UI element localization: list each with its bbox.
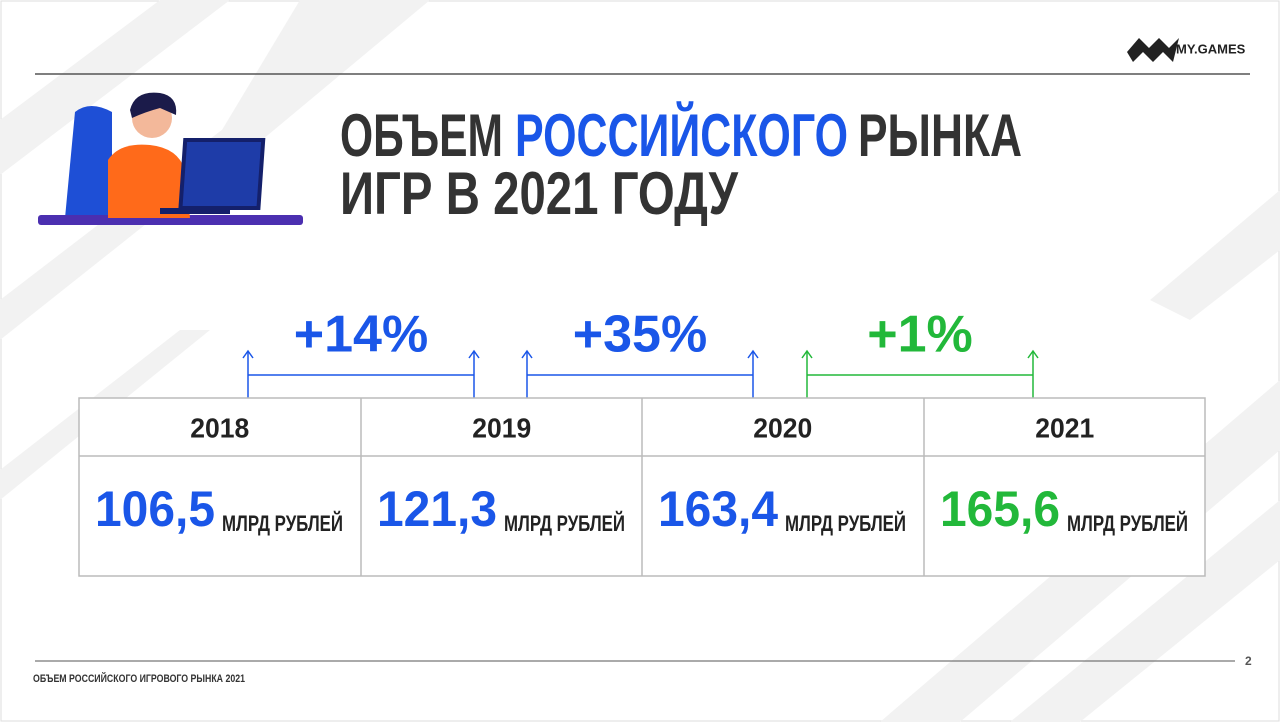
unit: МЛРД РУБЛЕЙ [504, 511, 625, 536]
unit: МЛРД РУБЛЕЙ [1067, 511, 1188, 536]
year: 2020 [753, 412, 812, 443]
value: 165,6 [940, 481, 1060, 537]
title-word: РЫНКА [858, 102, 1022, 169]
bracket-arrow [1027, 349, 1039, 359]
year: 2021 [1035, 412, 1094, 443]
table: 2018 106,5 МЛРД РУБЛЕЙ 2019 121,3 МЛРД РУБЛЕЙ… [78, 397, 1206, 577]
value: 163,4 [658, 481, 778, 537]
unit: МЛРД РУБЛЕЙ [785, 511, 906, 536]
table-cells: 2018 106,5 МЛРД РУБЛЕЙ 2019 121,3 МЛРД РУБЛЕЙ… [95, 412, 1188, 537]
growth-label: +14% [294, 306, 428, 364]
logo-mark [1127, 38, 1179, 62]
bracket-arrow [747, 349, 759, 359]
year: 2018 [190, 412, 249, 443]
growth-label: +1% [867, 306, 973, 364]
title: ОБЪЕМ РОССИЙСКОГО РЫНКА ИГР В 2021 ГОДУ [340, 102, 1022, 227]
title-highlight: РОССИЙСКОГО [515, 102, 848, 169]
title-line: ИГР В 2021 ГОДУ [340, 160, 739, 227]
year: 2019 [472, 412, 531, 443]
unit: МЛРД РУБЛЕЙ [222, 511, 343, 536]
value: 106,5 [95, 481, 215, 537]
bracket-arrow [521, 349, 533, 359]
footer-text: ОБЪЕМ РОССИЙСКОГО ИГРОВОГО РЫНКА 2021 [33, 672, 245, 685]
growth-brackets: +14% +35% +1% [242, 306, 1039, 398]
title-word: ОБЪЕМ [340, 102, 503, 169]
growth-label: +35% [573, 306, 707, 364]
illustration [38, 92, 303, 225]
value: 121,3 [377, 481, 497, 537]
bracket-arrow [242, 349, 254, 359]
logo-text: MY.GAMES [1176, 41, 1246, 56]
bracket-arrow [801, 349, 813, 359]
bracket-arrow [468, 349, 480, 359]
page-number: 2 [1245, 654, 1252, 668]
